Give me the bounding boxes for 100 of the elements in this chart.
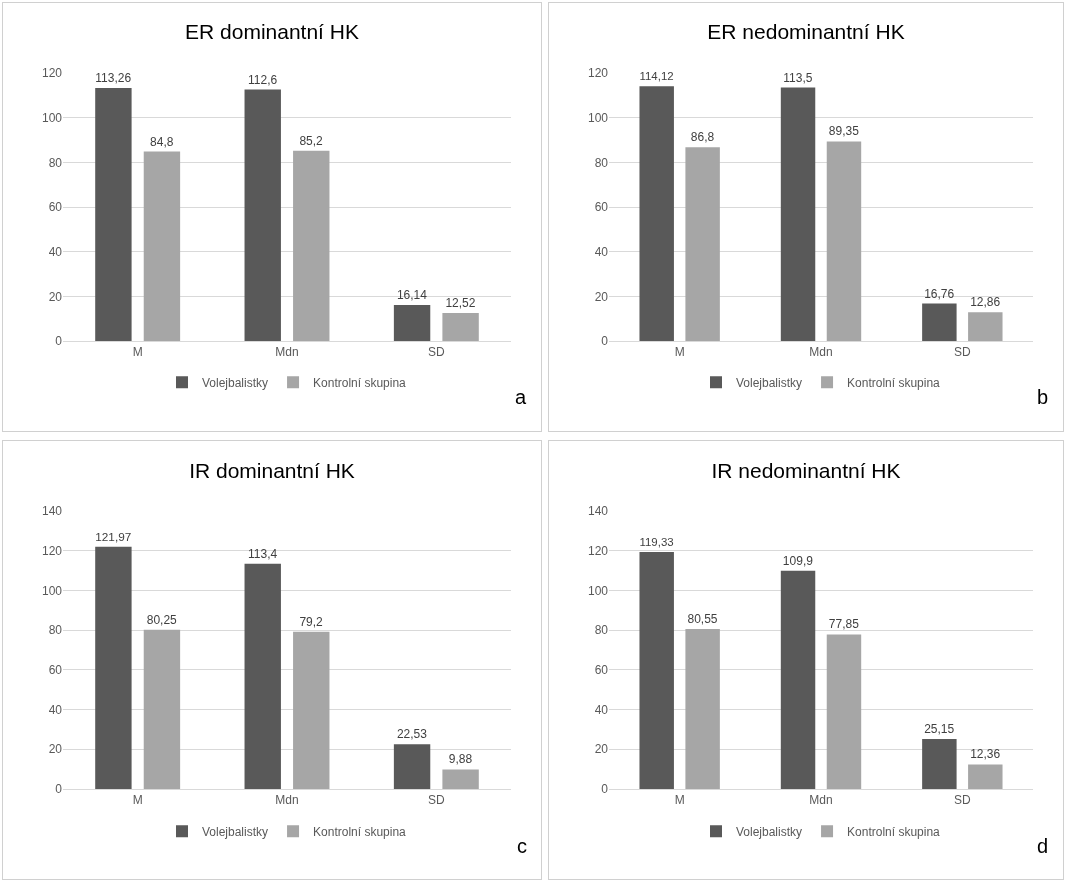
bar	[95, 546, 132, 789]
y-tick-label: 20	[48, 289, 63, 304]
y-tick-label: 0	[601, 334, 609, 349]
data-label: 80,25	[146, 612, 178, 627]
data-label: 114,12	[639, 70, 674, 83]
data-label: 121,97	[95, 529, 132, 543]
y-tick-label: 100	[41, 583, 63, 598]
data-label: 12,36	[970, 747, 1001, 762]
y-tick-label: 40	[594, 244, 609, 259]
y-tick-label: 20	[594, 742, 609, 757]
bar	[780, 87, 816, 341]
bar	[826, 634, 862, 789]
y-tick-label: 100	[587, 110, 609, 125]
x-tick-label: Mdn	[275, 345, 299, 360]
bar	[968, 312, 1003, 341]
y-tick-label: 80	[594, 155, 609, 170]
legend-label: Kontrolní skupina	[847, 824, 941, 839]
y-tick-label: 120	[41, 66, 63, 81]
y-tick-label: 0	[601, 782, 609, 797]
y-tick-label: 0	[55, 334, 63, 349]
legend-label: Volejbalistky	[202, 824, 269, 839]
data-label: 85,2	[299, 133, 324, 148]
bar	[780, 570, 816, 789]
y-tick-label: 20	[594, 289, 609, 304]
x-tick-label: SD	[953, 793, 971, 808]
data-label: 112,6	[248, 72, 278, 87]
data-label: 77,85	[828, 617, 860, 632]
bar	[639, 552, 674, 789]
bar	[826, 141, 862, 341]
y-tick-label: 80	[48, 155, 63, 170]
data-label: 113,26	[95, 71, 132, 86]
data-label: 89,35	[828, 124, 860, 139]
data-label: 113,5	[783, 70, 813, 85]
text: b	[1037, 386, 1049, 408]
x-tick-label: SD	[427, 793, 445, 808]
y-tick-label: 100	[41, 110, 63, 125]
y-tick-label: 60	[594, 200, 609, 215]
text: c	[517, 835, 527, 857]
legend-label: Kontrolní skupina	[313, 375, 407, 390]
text: d	[1037, 835, 1049, 857]
data-label: 16,76	[924, 286, 955, 301]
data-label: 22,53	[396, 727, 428, 742]
y-tick-label: 80	[594, 623, 609, 638]
data-label: 119,33	[639, 536, 674, 549]
bar	[393, 744, 431, 789]
x-tick-label: SD	[953, 345, 971, 360]
data-label: 113,4	[248, 546, 278, 561]
chart-title: ER nedominantní HK	[707, 20, 905, 44]
data-label: 25,15	[924, 722, 955, 737]
y-tick-label: 140	[41, 504, 63, 519]
x-tick-label: Mdn	[809, 345, 833, 360]
bar	[143, 629, 181, 789]
x-tick-label: M	[674, 345, 685, 360]
legend-label: Kontrolní skupina	[313, 824, 407, 839]
y-tick-label: 0	[55, 782, 63, 797]
bar	[244, 563, 281, 789]
data-label: 79,2	[299, 614, 324, 629]
y-tick-label: 60	[48, 200, 63, 215]
text: a	[515, 386, 527, 408]
y-tick-label: 20	[48, 742, 63, 757]
y-tick-label: 120	[41, 543, 63, 558]
chart-title: IR nedominantní HK	[711, 458, 901, 482]
x-tick-label: M	[674, 793, 685, 808]
bar	[442, 313, 479, 341]
bar	[442, 769, 479, 789]
y-tick-label: 40	[48, 244, 63, 259]
data-label: 109,9	[782, 553, 814, 568]
data-label: 9,88	[448, 752, 473, 767]
bar	[293, 150, 330, 341]
legend-label: Kontrolní skupina	[847, 375, 941, 390]
y-tick-label: 100	[587, 583, 609, 598]
bar	[244, 89, 281, 341]
bar	[143, 151, 181, 341]
legend-label: Volejbalistky	[736, 824, 803, 839]
data-label: 12,52	[445, 296, 476, 311]
x-tick-label: M	[132, 345, 143, 360]
chart-title: IR dominantní HK	[189, 458, 355, 482]
y-tick-label: 60	[48, 663, 63, 678]
y-tick-label: 120	[587, 543, 609, 558]
legend-label: Volejbalistky	[202, 375, 269, 390]
data-label: 12,86	[970, 295, 1001, 310]
data-label: 86,8	[690, 130, 715, 145]
bar	[922, 739, 957, 789]
bar	[685, 147, 720, 341]
x-tick-label: M	[132, 793, 143, 808]
x-tick-label: Mdn	[275, 793, 299, 808]
bar	[685, 629, 720, 789]
x-tick-label: Mdn	[809, 793, 833, 808]
y-tick-label: 120	[587, 66, 609, 81]
data-label: 80,55	[687, 612, 718, 627]
y-tick-label: 140	[587, 504, 609, 519]
y-tick-label: 80	[48, 623, 63, 638]
y-tick-label: 40	[48, 702, 63, 717]
bar	[393, 304, 431, 341]
chart-title: ER dominantní HK	[185, 20, 359, 44]
bar	[95, 88, 132, 341]
data-label: 84,8	[150, 134, 174, 149]
y-tick-label: 40	[594, 702, 609, 717]
bar	[968, 764, 1003, 789]
x-tick-label: SD	[427, 345, 445, 360]
